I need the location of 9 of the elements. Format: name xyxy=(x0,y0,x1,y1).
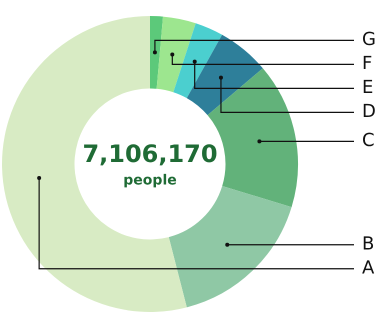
slice-label: E xyxy=(362,77,374,98)
slice-label: G xyxy=(362,29,376,50)
text: 7,106,170 xyxy=(82,140,218,168)
slice-label: C xyxy=(362,130,375,152)
slice-label: D xyxy=(362,101,376,122)
slice-label: B xyxy=(362,233,374,254)
slice-label: F xyxy=(362,53,372,74)
slice-label: A xyxy=(362,257,375,278)
text: people xyxy=(123,172,177,189)
